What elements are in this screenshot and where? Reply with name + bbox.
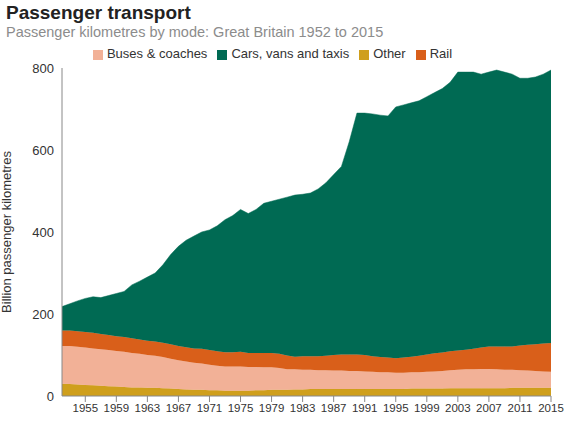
svg-text:2003: 2003 bbox=[445, 402, 471, 414]
svg-text:800: 800 bbox=[32, 61, 54, 76]
svg-text:1999: 1999 bbox=[414, 402, 440, 414]
html-text:Buses & coaches: Buses & coaches bbox=[106, 46, 208, 61]
svg-text:1991: 1991 bbox=[352, 402, 378, 414]
svg-text:0: 0 bbox=[47, 389, 54, 404]
svg-text:200: 200 bbox=[32, 307, 54, 322]
svg-text:1983: 1983 bbox=[290, 402, 316, 414]
svg-text:1963: 1963 bbox=[135, 402, 161, 414]
html-text:Rail: Rail bbox=[429, 46, 453, 61]
svg-text:600: 600 bbox=[32, 143, 54, 158]
svg-text:1971: 1971 bbox=[197, 402, 223, 414]
html-text:Passenger transport: Passenger transport bbox=[6, 2, 191, 23]
svg-text:1967: 1967 bbox=[166, 402, 192, 414]
svg-text:2015: 2015 bbox=[538, 402, 559, 414]
html-text:Passenger kilometres by mode:: Passenger kilometres by mode: Great Brit… bbox=[6, 24, 384, 40]
svg-text:1987: 1987 bbox=[321, 402, 347, 414]
html-text:Cars, vans and taxis: Cars, vans and taxis bbox=[231, 46, 350, 61]
svg-text:2011: 2011 bbox=[508, 402, 533, 414]
svg-text:1975: 1975 bbox=[228, 402, 254, 414]
svg-text:2007: 2007 bbox=[476, 402, 502, 414]
svg-text:1959: 1959 bbox=[104, 402, 130, 414]
svg-text:1995: 1995 bbox=[383, 402, 409, 414]
html-text:Other: Other bbox=[373, 46, 406, 61]
svg-text:400: 400 bbox=[32, 225, 54, 240]
svg-text:1979: 1979 bbox=[259, 402, 285, 414]
svg-text:1955: 1955 bbox=[72, 402, 98, 414]
svg-text:Billion passenger kilometres: Billion passenger kilometres bbox=[8, 151, 14, 313]
